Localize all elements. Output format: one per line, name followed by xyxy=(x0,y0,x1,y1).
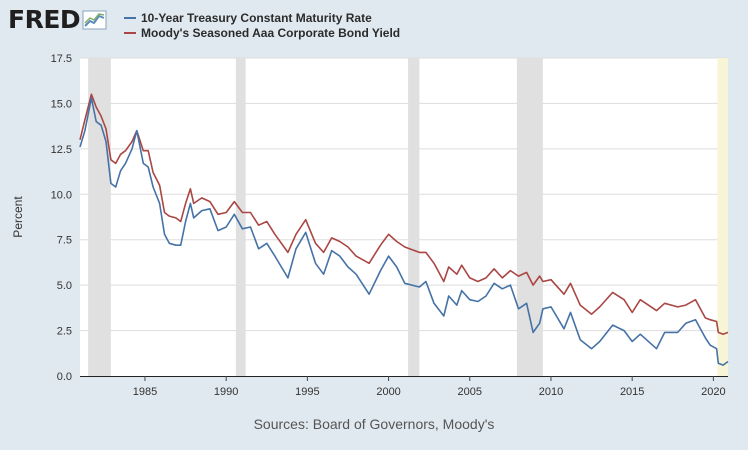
y-tick-label: 5.0 xyxy=(57,280,72,292)
y-tick-label: 17.5 xyxy=(51,53,72,65)
highlight-band xyxy=(717,58,728,376)
x-tick-label: 1985 xyxy=(133,386,157,398)
legend-swatch-aaa xyxy=(124,31,136,34)
fred-logo-text: FRED xyxy=(8,5,81,34)
x-tick-label: 1995 xyxy=(295,386,319,398)
legend-label-treasury: 10-Year Treasury Constant Maturity Rate xyxy=(141,10,372,25)
chart-header: FRED 10-Year Treasury Constant Maturity … xyxy=(0,0,748,48)
y-tick-label: 2.5 xyxy=(57,326,72,338)
line-chart[interactable]: 0.0 2.5 5.0 7.5 10.0 12.5 15.0 17.5 1985 1990 1995… xyxy=(0,48,748,408)
x-tick-label: 2015 xyxy=(620,386,644,398)
y-tick-label: 0.0 xyxy=(57,371,72,383)
recession-band xyxy=(408,58,420,376)
y-tick-label: 15.0 xyxy=(51,98,72,110)
legend-item-aaa[interactable]: Moody's Seasoned Aaa Corporate Bond Yiel… xyxy=(124,25,400,40)
recession-band xyxy=(235,58,246,376)
plot-area xyxy=(80,58,728,376)
x-tick-label: 2020 xyxy=(701,386,725,398)
chart-legend: 10-Year Treasury Constant Maturity Rate … xyxy=(124,10,400,40)
series-line-aaa xyxy=(79,93,729,336)
y-tick-label: 7.5 xyxy=(57,235,72,247)
recession-bands xyxy=(88,58,728,376)
x-tick-label: 1990 xyxy=(214,386,238,398)
y-tick-label: 10.0 xyxy=(51,189,72,201)
fred-logo[interactable]: FRED xyxy=(8,6,108,34)
legend-item-treasury[interactable]: 10-Year Treasury Constant Maturity Rate xyxy=(124,10,400,25)
x-tick-label: 2005 xyxy=(458,386,482,398)
legend-label-aaa: Moody's Seasoned Aaa Corporate Bond Yiel… xyxy=(141,25,401,40)
recession-band xyxy=(516,58,543,376)
recession-band xyxy=(88,58,111,376)
y-axis-title: Percent xyxy=(11,196,25,238)
series-line-treasury xyxy=(79,97,729,366)
plot-background xyxy=(80,58,728,376)
x-tick-label: 2000 xyxy=(376,386,400,398)
fred-chart-icon xyxy=(82,10,107,30)
x-tick-label: 2010 xyxy=(539,386,563,398)
y-tick-label: 12.5 xyxy=(51,144,72,156)
legend-swatch-treasury xyxy=(124,16,136,19)
chart-source: Sources: Board of Governors, Moody's xyxy=(253,416,495,432)
series-lines xyxy=(79,93,729,366)
axes: 0.0 2.5 5.0 7.5 10.0 12.5 15.0 17.5 1985 1990 1995… xyxy=(51,53,728,398)
